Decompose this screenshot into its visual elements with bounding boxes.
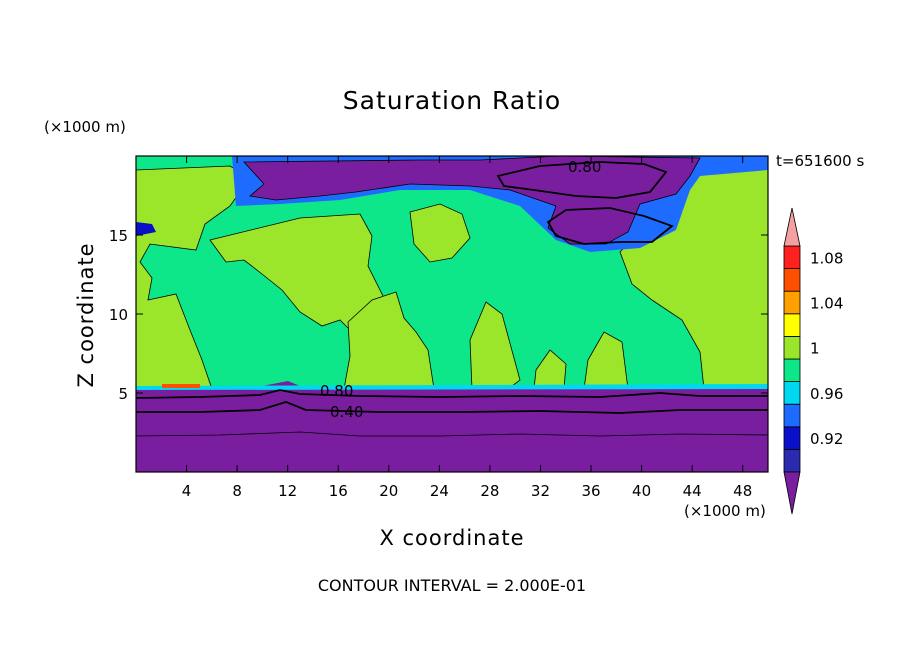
colorbar-swatch [783, 290, 801, 315]
colorbar-swatch [783, 426, 801, 450]
x-tick-label: 4 [182, 482, 192, 500]
colorbar-swatch [783, 268, 801, 292]
chart-title: Saturation Ratio [342, 86, 562, 115]
y-tick-label: 15 [109, 227, 128, 245]
field-lower-transition-strip [136, 384, 768, 390]
x-axis-label: X coordinate [379, 526, 525, 550]
colorbar-label: 1 [810, 340, 820, 358]
y-tick-label: 10 [109, 306, 128, 324]
y-axis-unit: (×1000 m) [44, 118, 126, 136]
colorbar-swatch [783, 245, 801, 270]
colorbar-swatch [783, 313, 801, 337]
x-tick-label: 8 [232, 482, 242, 500]
colorbar-swatch [783, 381, 801, 405]
field-supersat-center-column [343, 291, 435, 390]
colorbar-swatch [783, 335, 801, 360]
colorbar-lower-extension [783, 471, 801, 515]
contour-line-lower-040 [136, 401, 768, 414]
contour-line-upper-080 [496, 161, 668, 199]
contour-labels: 0.80 0.80 0.40 [320, 158, 601, 421]
x-tick-label: 28 [480, 482, 499, 500]
contour-interval-note: CONTOUR INTERVAL = 2.000E-01 [317, 576, 587, 595]
colorbar-upper-extension [783, 207, 801, 247]
x-tick-label: 36 [581, 482, 600, 500]
contour-label-lower-040: 0.40 [330, 403, 363, 421]
plot-area-fill [136, 156, 768, 472]
field-dry-left-edge [136, 222, 156, 236]
colorbar-swatch [783, 403, 801, 428]
colorbar-label: 0.96 [810, 385, 843, 403]
contour-label-upper: 0.80 [568, 158, 601, 176]
colorbar-swatch [783, 358, 801, 383]
x-tick-label: 32 [531, 482, 550, 500]
colorbar-label: 0.92 [810, 430, 843, 448]
colorbar-label: 1.08 [810, 249, 843, 267]
field-supersat-lobe [409, 203, 471, 263]
x-tick-label: 40 [632, 482, 651, 500]
y-tick-label: 5 [118, 385, 128, 403]
contour-line-lower-thin [135, 431, 769, 437]
time-label: t=651600 s [776, 152, 865, 170]
x-tick-label: 48 [733, 482, 752, 500]
colorbar-swatch [783, 448, 801, 473]
colorbar-label: 1.04 [810, 295, 843, 313]
x-tick-label: 44 [683, 482, 702, 500]
contour-line-upper-080b [546, 207, 674, 245]
colorbar: 1.08 1.04 1 0.96 0.92 [783, 207, 843, 515]
field-lower-dry-layer [136, 381, 768, 472]
x-tick-label: 16 [329, 482, 348, 500]
contour-label-lower-080: 0.80 [320, 382, 353, 400]
x-axis-unit: (×1000 m) [684, 502, 766, 520]
field-supersat-plume-b [583, 331, 629, 390]
contour-line-lower-080 [135, 389, 768, 399]
x-tick-label: 12 [278, 482, 297, 500]
x-tick-label: 20 [379, 482, 398, 500]
x-tick-label: 24 [430, 482, 449, 500]
field-supersat-surface-patch [162, 384, 200, 388]
contour-lines [135, 161, 769, 437]
